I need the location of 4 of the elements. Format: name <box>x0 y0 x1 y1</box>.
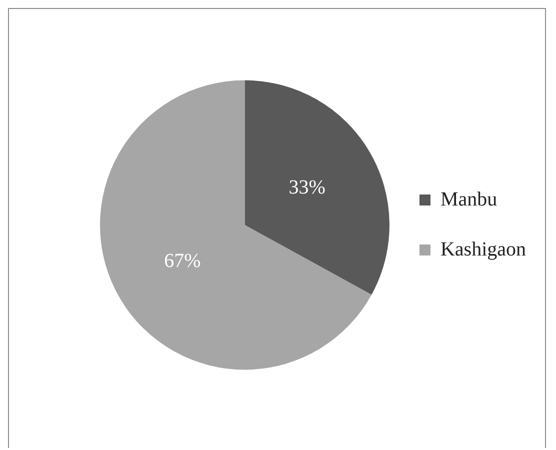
legend-label: Manbu <box>440 188 498 210</box>
data-label: 33% <box>288 176 326 198</box>
legend-label: Kashigaon <box>440 238 526 260</box>
data-label: 67% <box>164 250 201 272</box>
